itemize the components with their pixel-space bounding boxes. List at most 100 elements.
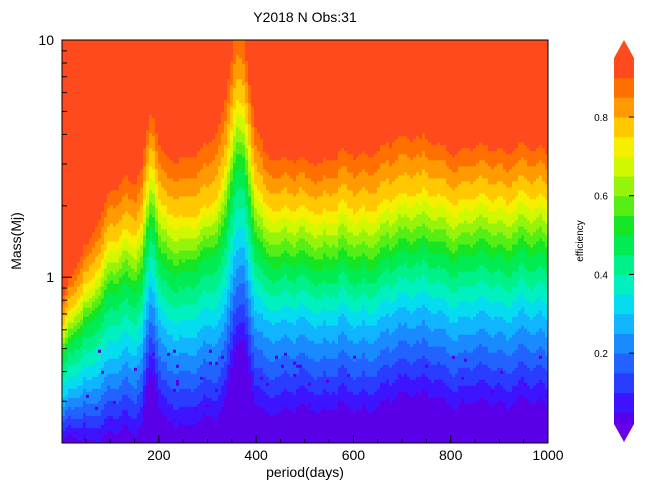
heatmap-cell bbox=[125, 88, 129, 92]
heatmap-cell bbox=[131, 280, 135, 285]
heatmap-cell bbox=[89, 304, 93, 309]
heatmap-cell bbox=[128, 190, 132, 194]
heatmap-cell bbox=[68, 394, 72, 399]
heatmap-cell bbox=[95, 412, 99, 417]
heatmap-cell bbox=[101, 172, 105, 176]
heatmap-cell bbox=[149, 382, 153, 387]
heatmap-cell bbox=[104, 121, 108, 125]
heatmap-cell bbox=[158, 196, 162, 200]
heatmap-cell bbox=[83, 382, 87, 387]
heatmap-cell bbox=[149, 115, 153, 119]
heatmap-cell bbox=[134, 421, 138, 426]
heatmap-cell bbox=[62, 274, 66, 279]
heatmap-cell bbox=[107, 286, 111, 291]
heatmap-cell bbox=[125, 367, 129, 372]
heatmap-cell bbox=[107, 226, 111, 231]
heatmap-cell bbox=[122, 157, 126, 161]
heatmap-cell bbox=[92, 433, 96, 438]
heatmap-cell bbox=[89, 403, 93, 408]
heatmap-cell bbox=[71, 394, 75, 399]
heatmap-cell bbox=[158, 343, 162, 348]
heatmap-cell bbox=[74, 361, 78, 366]
heatmap-cell bbox=[155, 253, 159, 258]
heatmap-cell bbox=[158, 70, 162, 74]
heatmap-cell bbox=[101, 196, 105, 200]
heatmap-cell bbox=[167, 358, 171, 363]
heatmap-cell bbox=[71, 274, 75, 279]
heatmap-cell bbox=[74, 40, 78, 44]
heatmap-cell bbox=[77, 280, 81, 285]
heatmap-cell bbox=[104, 43, 108, 47]
heatmap-cell bbox=[71, 187, 75, 191]
heatmap-cell bbox=[170, 58, 174, 62]
heatmap-cell bbox=[128, 391, 132, 396]
heatmap-cell bbox=[146, 55, 150, 59]
heatmap-cell bbox=[80, 325, 84, 330]
heatmap-cell bbox=[95, 121, 99, 125]
heatmap-cell bbox=[149, 391, 153, 396]
heatmap-cell bbox=[134, 328, 138, 333]
heatmap-cell bbox=[164, 403, 168, 408]
heatmap-cell bbox=[86, 55, 90, 59]
heatmap-cell bbox=[68, 79, 72, 83]
heatmap-cell bbox=[152, 316, 156, 321]
heatmap-cell bbox=[149, 262, 153, 267]
heatmap-cell bbox=[164, 76, 168, 80]
heatmap-cell bbox=[68, 292, 72, 297]
heatmap-cell bbox=[77, 46, 81, 50]
heatmap-cell bbox=[71, 115, 75, 119]
heatmap-cell bbox=[158, 307, 162, 312]
heatmap-cell bbox=[107, 85, 111, 89]
heatmap-cell bbox=[83, 79, 87, 83]
heatmap-cell bbox=[119, 175, 123, 179]
heatmap-cell bbox=[62, 415, 66, 420]
heatmap-cell bbox=[65, 118, 69, 122]
heatmap-cell bbox=[161, 385, 165, 390]
heatmap-cell bbox=[152, 235, 156, 240]
heatmap-cell bbox=[164, 367, 168, 372]
heatmap-cell bbox=[77, 115, 81, 119]
heatmap-cell bbox=[95, 190, 99, 194]
heatmap-cell bbox=[71, 70, 75, 74]
heatmap-cell bbox=[125, 355, 129, 360]
heatmap-cell bbox=[119, 436, 123, 441]
heatmap-cell bbox=[80, 214, 84, 219]
heatmap-cell bbox=[167, 124, 171, 128]
heatmap-cell bbox=[95, 307, 99, 312]
heatmap-cell bbox=[146, 421, 150, 426]
heatmap-cell bbox=[68, 307, 72, 312]
heatmap-cell bbox=[86, 334, 90, 339]
heatmap-cell bbox=[149, 310, 153, 315]
heatmap-cell bbox=[164, 67, 168, 71]
heatmap-cell bbox=[131, 277, 135, 282]
heatmap-cell bbox=[71, 61, 75, 65]
heatmap-cell bbox=[107, 187, 111, 191]
heatmap-cell bbox=[116, 292, 120, 297]
heatmap-cell bbox=[95, 376, 99, 381]
heatmap-cell bbox=[155, 79, 159, 83]
heatmap-cell bbox=[110, 202, 114, 207]
heatmap-cell bbox=[65, 364, 69, 369]
heatmap-cell bbox=[113, 403, 117, 408]
heatmap-cell bbox=[74, 298, 78, 303]
heatmap-cell bbox=[74, 52, 78, 56]
heatmap-cell bbox=[107, 220, 111, 225]
heatmap-cell bbox=[98, 394, 102, 399]
heatmap-cell bbox=[62, 160, 66, 164]
heatmap-cell bbox=[170, 316, 174, 321]
heatmap-cell bbox=[143, 169, 147, 173]
heatmap-cell bbox=[65, 73, 69, 77]
heatmap-cell bbox=[170, 247, 174, 252]
heatmap-cell bbox=[158, 379, 162, 384]
heatmap-cell bbox=[170, 196, 174, 200]
heatmap-cell bbox=[68, 265, 72, 270]
heatmap-cell bbox=[158, 412, 162, 417]
heatmap-cell bbox=[167, 334, 171, 339]
heatmap-cell bbox=[164, 334, 168, 339]
heatmap-cell bbox=[80, 154, 84, 158]
heatmap-cell bbox=[83, 127, 87, 131]
heatmap-cell bbox=[110, 97, 114, 101]
heatmap-cell bbox=[158, 310, 162, 315]
heatmap-cell bbox=[98, 400, 102, 405]
heatmap-cell bbox=[83, 217, 87, 222]
